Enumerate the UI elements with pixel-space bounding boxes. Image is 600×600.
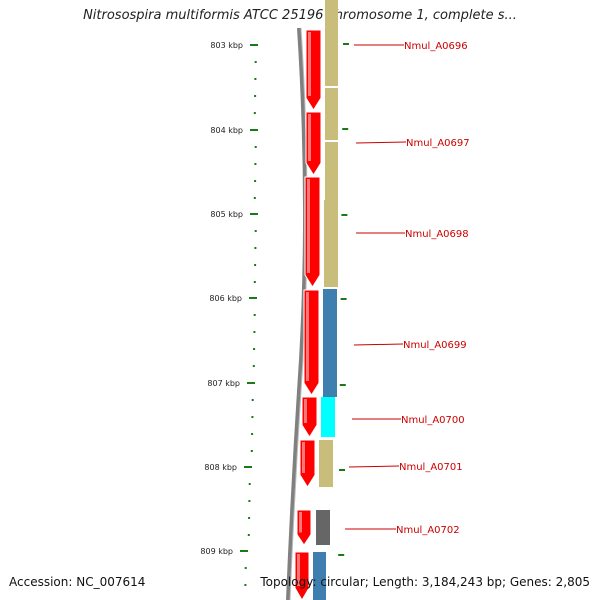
kbp-label: 804 kbp xyxy=(210,126,243,135)
minor-tick xyxy=(248,483,251,485)
minor-tick xyxy=(244,584,247,586)
gene-label[interactable]: Nmul_A0699 xyxy=(403,340,467,351)
forward-gene-shine xyxy=(306,292,309,381)
minor-tick xyxy=(254,95,257,97)
minor-tick xyxy=(254,180,257,182)
scale-ticks: 803 kbp 804 kbp 805 kbp 806 kbp 807 kbp 808 k… xyxy=(200,41,349,586)
forward-gene-shine xyxy=(308,114,311,161)
label-leader-line xyxy=(348,465,400,468)
kbp-label: 803 kbp xyxy=(210,41,243,50)
gene-category-segment[interactable] xyxy=(319,440,333,487)
gene-label[interactable]: Nmul_A0697 xyxy=(406,138,470,149)
kbp-label: 808 kbp xyxy=(204,463,237,472)
gene-category-track xyxy=(313,0,338,600)
minor-tick xyxy=(253,331,256,333)
gene-category-segment[interactable] xyxy=(323,289,337,397)
forward-gene-shine xyxy=(307,179,310,273)
minor-tick xyxy=(254,264,257,266)
minor-tick xyxy=(247,534,250,536)
minor-tick xyxy=(253,112,256,114)
minor-tick xyxy=(254,230,257,232)
forward-gene-shine xyxy=(299,512,302,533)
minor-tick xyxy=(250,450,253,452)
map-title: Nitrosospira multiformis ATCC 25196 chro… xyxy=(83,8,517,23)
gene-label[interactable]: Nmul_A0696 xyxy=(404,41,468,52)
major-tick xyxy=(250,129,258,131)
gene-label[interactable]: Nmul_A0700 xyxy=(401,415,465,426)
forward-gene-shine xyxy=(304,399,307,423)
minor-tick xyxy=(254,163,257,165)
forward-gene-shine xyxy=(308,32,311,96)
minor-tick xyxy=(248,500,251,502)
minor-tick xyxy=(254,61,257,63)
forward-gene-shine xyxy=(302,442,305,473)
gene-category-segment[interactable] xyxy=(325,0,338,86)
minor-tick xyxy=(253,348,256,350)
major-tick xyxy=(249,297,257,299)
minor-tick xyxy=(252,365,255,367)
minor-tick xyxy=(254,247,257,249)
major-tick xyxy=(244,466,252,468)
minor-tick xyxy=(251,416,254,418)
label-leader-line xyxy=(355,141,407,144)
gene-label[interactable]: Nmul_A0701 xyxy=(399,462,463,473)
kbp-label: 806 kbp xyxy=(209,294,242,303)
minor-tick xyxy=(254,146,257,148)
major-tick xyxy=(240,550,248,552)
minor-tick xyxy=(253,197,256,199)
backbone-arc xyxy=(286,27,308,600)
forward-gene-shine xyxy=(297,554,300,586)
gene-labels: Nmul_A0696 Nmul_A0697 Nmul_A0698 Nmul_A0699… xyxy=(345,41,470,536)
major-tick xyxy=(250,44,258,46)
gene-category-segment[interactable] xyxy=(316,510,330,545)
right-major-tick xyxy=(338,554,345,556)
gene-category-segment[interactable] xyxy=(325,142,338,200)
minor-tick xyxy=(254,78,257,80)
gene-category-segment[interactable] xyxy=(325,88,338,140)
gene-category-segment[interactable] xyxy=(321,397,335,437)
kbp-label: 805 kbp xyxy=(210,210,243,219)
accession-text: Accession: NC_007614 xyxy=(9,575,146,589)
minor-tick xyxy=(253,281,256,283)
label-leader-line xyxy=(353,343,404,346)
right-major-tick xyxy=(341,214,348,216)
right-major-tick xyxy=(339,384,346,386)
major-tick xyxy=(247,382,255,384)
kbp-label: 807 kbp xyxy=(207,379,240,388)
minor-tick xyxy=(251,433,254,435)
minor-tick xyxy=(244,567,247,569)
minor-tick xyxy=(251,399,254,401)
kbp-label: 809 kbp xyxy=(200,547,233,556)
forward-strand-genes xyxy=(294,29,322,600)
major-tick xyxy=(250,213,258,215)
right-major-tick xyxy=(342,128,349,130)
right-major-tick xyxy=(343,43,349,45)
gene-category-segment[interactable] xyxy=(313,552,326,600)
minor-tick xyxy=(248,517,251,519)
right-major-tick xyxy=(340,298,347,300)
gene-category-segment[interactable] xyxy=(324,200,338,287)
gene-label[interactable]: Nmul_A0698 xyxy=(405,229,469,240)
gene-label[interactable]: Nmul_A0702 xyxy=(396,525,460,536)
topology-summary: Topology: circular; Length: 3,184,243 bp… xyxy=(260,575,590,589)
minor-tick xyxy=(253,314,256,316)
right-major-tick xyxy=(339,469,345,471)
